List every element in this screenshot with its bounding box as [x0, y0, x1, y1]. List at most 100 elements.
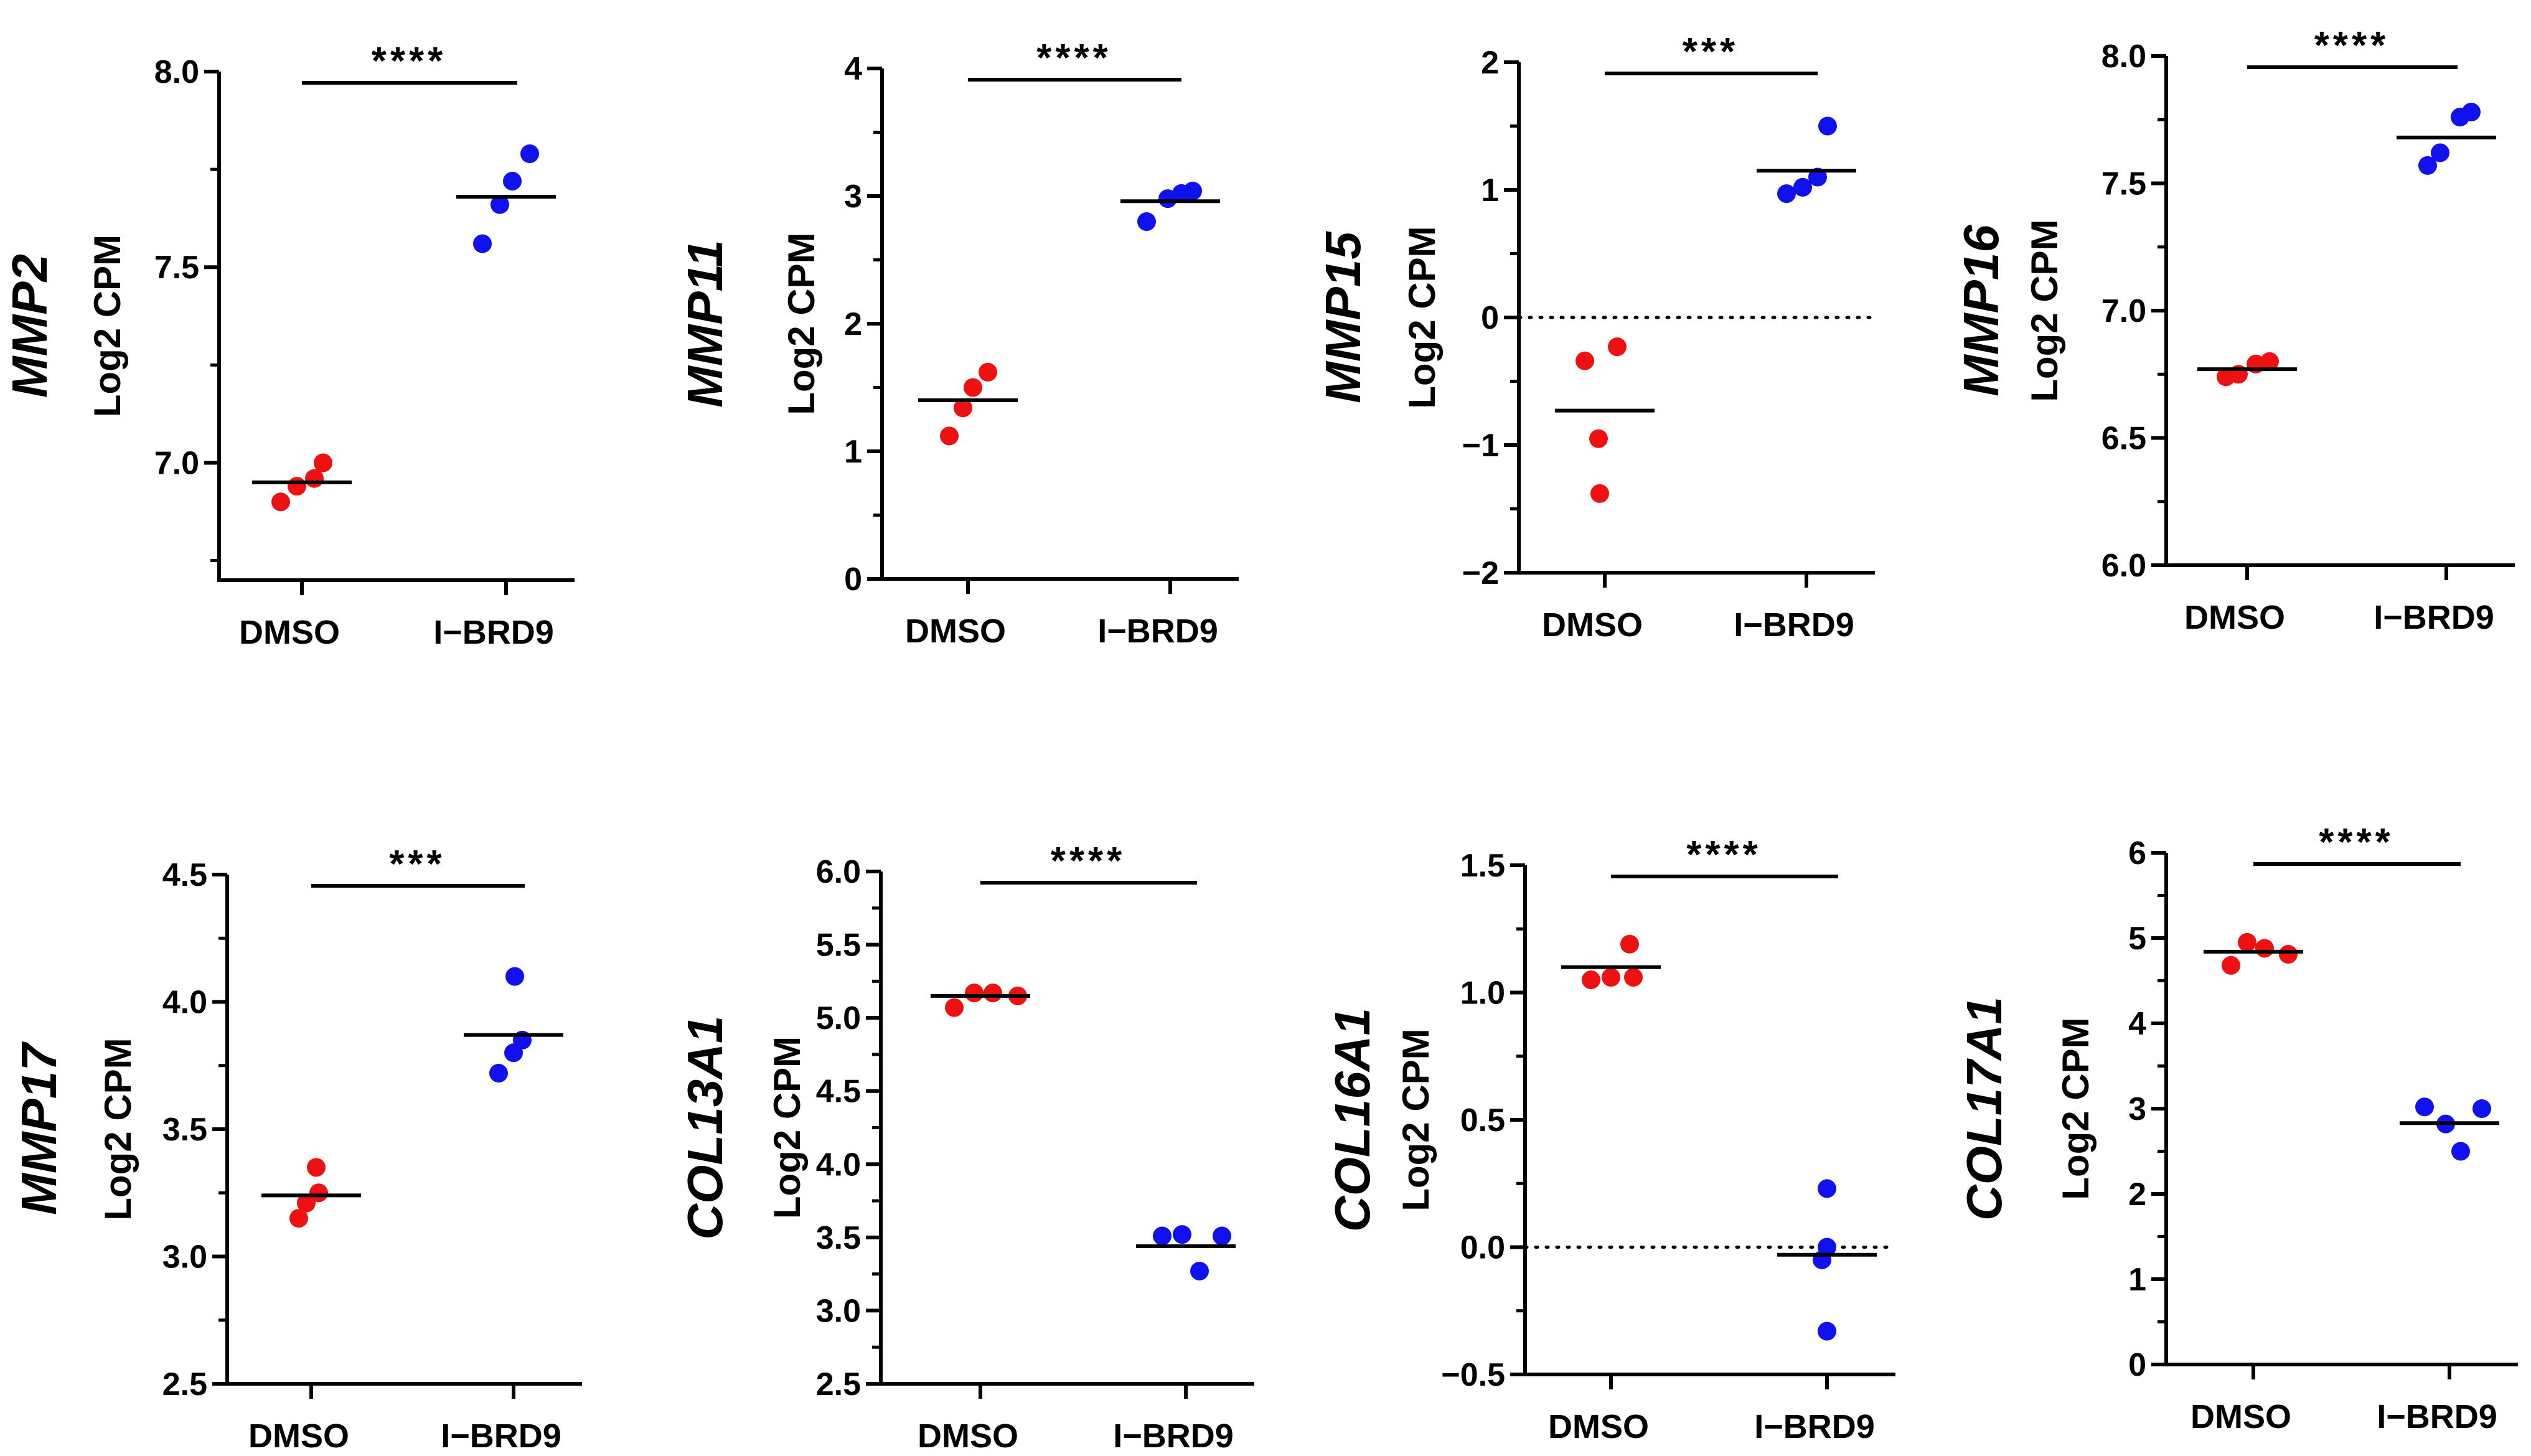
- data-point-dmso: [1582, 970, 1600, 990]
- y-tick-label: 5.0: [816, 1000, 861, 1036]
- y-tick-label: 3.5: [162, 1112, 207, 1148]
- significance-label: ****: [1051, 840, 1126, 883]
- data-point-ibrd9: [520, 144, 539, 163]
- chart-panel-mmp15: −2 −1 0 1 2 DMSO I−BRD9 MMP15 Log2 CPM ***: [1315, 31, 1877, 644]
- data-point-dmso: [954, 398, 972, 418]
- y-axis-title: Log2 CPM: [2055, 1017, 2097, 1200]
- data-point-dmso: [1620, 934, 1639, 954]
- data-point-dmso: [979, 362, 997, 382]
- data-point-ibrd9: [1818, 1179, 1836, 1198]
- data-point-ibrd9: [2415, 1097, 2434, 1117]
- chart-panel-mmp16: 6.0 6.5 7.0 7.5 8.0 DMSO I−BRD9 MMP16 Log2 CPM **…: [1953, 24, 2515, 636]
- y-tick-label: 0.0: [1460, 1230, 1505, 1266]
- data-point-ibrd9: [503, 171, 522, 190]
- y-tick-label: 1.0: [1460, 975, 1505, 1012]
- data-point-ibrd9: [2462, 102, 2481, 121]
- x-tick-label: I−BRD9: [2374, 599, 2494, 636]
- data-point-ibrd9: [2451, 1142, 2470, 1161]
- y-tick-label: 2.5: [816, 1366, 861, 1402]
- chart-panel-col16a1: −0.5 0.0 0.5 1.0 1.5 DMSO I−BRD9 COL16A1 Log2 CP…: [1325, 834, 1897, 1445]
- data-point-dmso: [2279, 945, 2298, 964]
- x-tick-label: DMSO: [1548, 1408, 1649, 1445]
- y-tick-label: 6.5: [2101, 421, 2146, 457]
- significance-label: ****: [372, 40, 447, 83]
- data-point-ibrd9: [1818, 1322, 1836, 1341]
- data-point-dmso: [289, 1209, 308, 1228]
- y-tick-label: 0: [1481, 300, 1499, 336]
- y-tick-label: 3.0: [162, 1239, 207, 1275]
- data-point-ibrd9: [1190, 1261, 1209, 1280]
- data-point-dmso: [1602, 967, 1620, 987]
- data-point-ibrd9: [1793, 177, 1812, 197]
- data-point-dmso: [984, 984, 1002, 1003]
- data-point-ibrd9: [2431, 143, 2449, 162]
- y-tick-label: 7.0: [2101, 293, 2146, 329]
- data-point-dmso: [297, 1193, 316, 1213]
- y-tick-label: 3: [844, 179, 862, 215]
- data-point-dmso: [2255, 939, 2274, 958]
- y-tick-label: 0: [844, 561, 862, 598]
- x-tick-label: I−BRD9: [433, 614, 554, 651]
- y-tick-label: 5.5: [816, 928, 861, 964]
- chart-panel-mmp17: 2.5 3.0 3.5 4.0 4.5 DMSO I−BRD9 MMP17 Log2 CPM **…: [11, 843, 582, 1455]
- data-point-dmso: [940, 426, 959, 446]
- gene-label: MMP17: [11, 1041, 67, 1215]
- data-point-ibrd9: [1137, 212, 1156, 231]
- x-tick-label: I−BRD9: [1734, 606, 1854, 644]
- y-tick-label: 2.5: [162, 1366, 207, 1402]
- data-point-dmso: [2222, 956, 2240, 975]
- y-tick-label: 7.5: [2101, 166, 2146, 202]
- y-tick-label: 2: [2128, 1177, 2146, 1213]
- data-point-dmso: [309, 1183, 328, 1203]
- gene-label: COL13A1: [677, 1015, 733, 1239]
- y-tick-label: 0.5: [1460, 1102, 1505, 1139]
- y-tick-label: 0: [2128, 1347, 2146, 1383]
- x-tick-label: I−BRD9: [1113, 1417, 1234, 1455]
- data-point-dmso: [945, 998, 964, 1017]
- significance-label: ****: [1036, 37, 1112, 80]
- data-point-dmso: [965, 984, 984, 1003]
- x-tick-label: I−BRD9: [2377, 1398, 2497, 1435]
- y-tick-label: 6.0: [2101, 548, 2146, 584]
- y-axis-title: Log2 CPM: [766, 1036, 808, 1219]
- y-tick-label: −1: [1462, 428, 1499, 464]
- y-tick-label: 4.5: [816, 1074, 861, 1110]
- significance-label: ***: [1683, 31, 1739, 73]
- data-point-ibrd9: [1818, 116, 1837, 136]
- x-tick-label: DMSO: [1542, 606, 1643, 644]
- x-tick-label: I−BRD9: [441, 1417, 561, 1455]
- data-point-dmso: [1608, 337, 1627, 357]
- y-tick-label: 1: [2128, 1262, 2146, 1298]
- data-point-dmso: [1590, 484, 1609, 503]
- x-tick-label: DMSO: [918, 1417, 1018, 1455]
- y-axis-title: Log2 CPM: [1401, 226, 1443, 408]
- y-tick-label: 1: [844, 434, 862, 470]
- y-tick-label: 4.0: [816, 1147, 861, 1183]
- x-tick-label: DMSO: [905, 613, 1006, 650]
- x-tick-label: DMSO: [2191, 1398, 2291, 1435]
- y-tick-label: −2: [1462, 555, 1499, 591]
- y-tick-label: 8.0: [154, 54, 199, 90]
- y-tick-label: 4: [2128, 1006, 2146, 1042]
- y-tick-label: 4.5: [162, 857, 207, 893]
- data-point-dmso: [1575, 351, 1594, 370]
- y-tick-label: 5: [2128, 921, 2146, 957]
- data-point-dmso: [271, 492, 290, 512]
- data-point-dmso: [2238, 932, 2256, 952]
- significance-label: ***: [389, 843, 445, 886]
- data-point-dmso: [2260, 352, 2279, 371]
- data-point-dmso: [307, 1158, 326, 1177]
- data-point-ibrd9: [2418, 156, 2437, 175]
- y-axis-title: Log2 CPM: [2024, 219, 2065, 402]
- y-tick-label: 7.0: [154, 445, 199, 481]
- data-point-ibrd9: [1183, 181, 1202, 200]
- y-tick-label: 1.5: [1460, 848, 1505, 884]
- data-point-ibrd9: [1153, 1226, 1172, 1246]
- chart-panel-mmp11: 0 1 2 3 4 DMSO I−BRD9 MMP11 Log2 CPM ****: [677, 37, 1239, 650]
- x-tick-label: DMSO: [239, 614, 340, 651]
- data-point-ibrd9: [1777, 184, 1796, 204]
- gene-label: MMP16: [1953, 225, 2009, 397]
- data-point-dmso: [305, 469, 324, 488]
- y-axis-title: Log2 CPM: [97, 1038, 139, 1220]
